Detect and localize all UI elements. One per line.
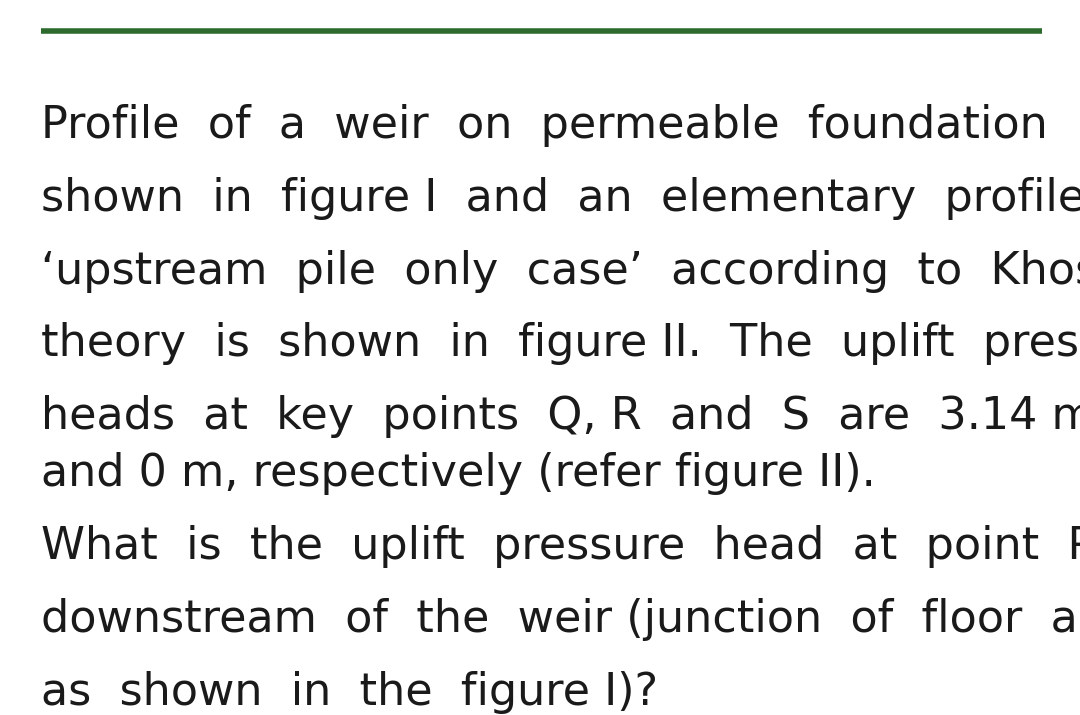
Text: ‘upstream  pile  only  case’  according  to  Khosla’s: ‘upstream pile only case’ according to K… (41, 250, 1080, 292)
Text: theory  is  shown  in  figure II.  The  uplift  pressure: theory is shown in figure II. The uplift… (41, 322, 1080, 365)
Text: What  is  the  uplift  pressure  head  at  point  P: What is the uplift pressure head at poin… (41, 525, 1080, 568)
Text: and 0 m, respectively (refer figure II).: and 0 m, respectively (refer figure II). (41, 452, 876, 495)
Text: Profile  of  a  weir  on  permeable  foundation  is: Profile of a weir on permeable foundatio… (41, 104, 1080, 147)
Text: shown  in  figure I  and  an  elementary  profile  of: shown in figure I and an elementary prof… (41, 177, 1080, 220)
Text: heads  at  key  points  Q, R  and  S  are  3.14 m, 2.75 m: heads at key points Q, R and S are 3.14 … (41, 395, 1080, 438)
Text: as  shown  in  the  figure I)?: as shown in the figure I)? (41, 671, 658, 714)
Text: downstream  of  the  weir (junction  of  floor  and  pile: downstream of the weir (junction of floo… (41, 598, 1080, 641)
